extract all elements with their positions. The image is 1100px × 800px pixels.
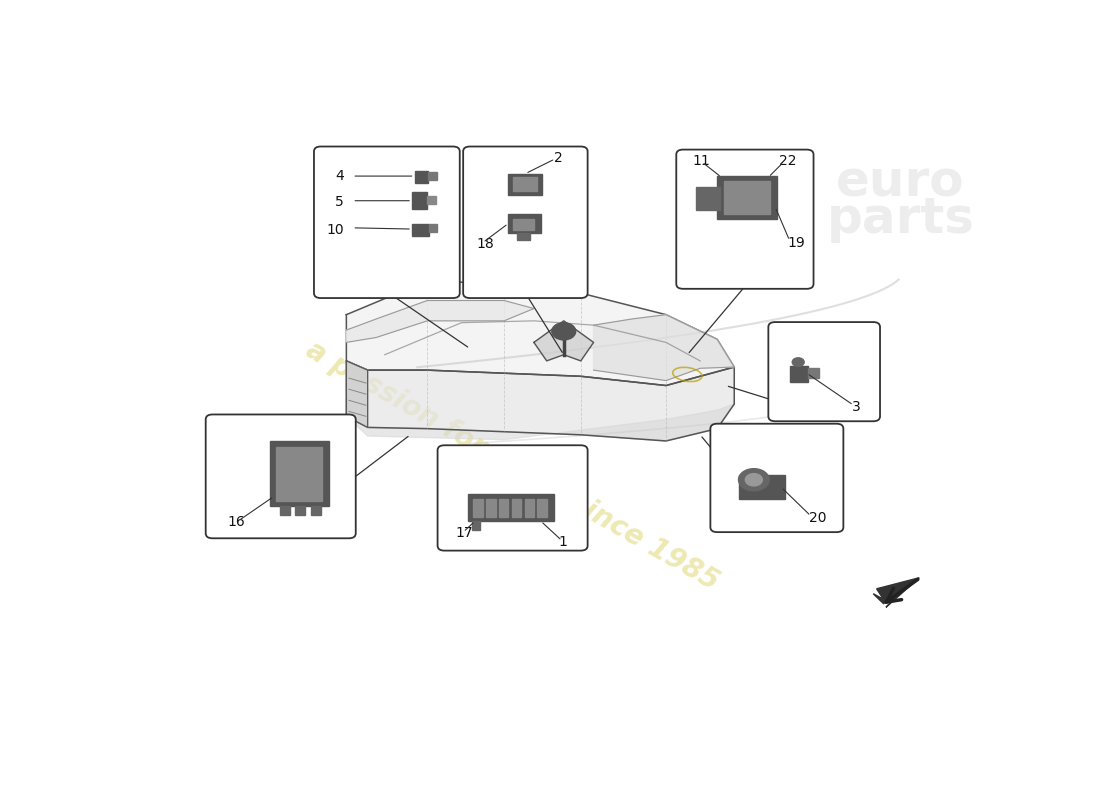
Bar	[512, 499, 521, 518]
Bar	[508, 174, 542, 194]
Text: euro: euro	[836, 158, 965, 206]
Bar	[513, 218, 534, 230]
Bar	[808, 368, 818, 378]
Bar	[428, 172, 437, 180]
Circle shape	[746, 474, 762, 486]
Text: 10: 10	[327, 223, 344, 238]
Bar	[724, 181, 770, 214]
Text: 22: 22	[779, 154, 796, 168]
Text: 4: 4	[336, 169, 344, 183]
FancyBboxPatch shape	[711, 424, 844, 532]
Bar	[295, 506, 306, 515]
Bar	[472, 521, 481, 530]
Polygon shape	[346, 404, 735, 441]
Bar	[525, 499, 533, 518]
Bar	[427, 196, 436, 205]
Bar	[717, 176, 777, 219]
Bar	[517, 233, 530, 240]
Bar	[486, 499, 495, 518]
Bar	[537, 499, 547, 518]
FancyBboxPatch shape	[768, 322, 880, 422]
Circle shape	[738, 469, 769, 491]
Bar	[508, 214, 541, 233]
Polygon shape	[346, 301, 534, 342]
FancyBboxPatch shape	[463, 146, 587, 298]
Circle shape	[792, 358, 804, 366]
Bar	[412, 223, 429, 236]
Polygon shape	[346, 361, 735, 441]
Text: 17: 17	[455, 526, 473, 540]
FancyBboxPatch shape	[438, 446, 587, 550]
Bar	[429, 223, 437, 231]
Bar	[270, 441, 329, 506]
Text: 5: 5	[336, 195, 344, 209]
Text: a passion for parts since 1985: a passion for parts since 1985	[301, 335, 724, 596]
Bar	[412, 192, 427, 210]
Bar	[499, 499, 508, 518]
Polygon shape	[594, 314, 735, 381]
Bar	[276, 446, 322, 501]
Bar	[738, 475, 785, 499]
FancyBboxPatch shape	[676, 150, 814, 289]
Text: 2: 2	[553, 150, 562, 165]
Text: 1: 1	[559, 535, 568, 549]
Bar	[790, 366, 808, 382]
Polygon shape	[346, 361, 367, 427]
Polygon shape	[873, 578, 920, 607]
Polygon shape	[534, 321, 594, 361]
Text: 11: 11	[693, 154, 711, 168]
Bar	[696, 186, 719, 210]
Polygon shape	[346, 281, 735, 386]
FancyBboxPatch shape	[314, 146, 460, 298]
Bar	[310, 506, 321, 515]
Bar	[415, 171, 428, 183]
Bar	[469, 494, 553, 521]
Circle shape	[552, 322, 575, 340]
FancyBboxPatch shape	[206, 414, 355, 538]
Text: 3: 3	[851, 400, 860, 414]
Bar	[514, 178, 537, 191]
Text: 16: 16	[227, 515, 245, 530]
Text: 18: 18	[476, 237, 495, 251]
Bar	[279, 506, 290, 515]
Bar	[473, 499, 483, 518]
Text: 20: 20	[810, 511, 827, 525]
Text: parts: parts	[826, 195, 975, 243]
Text: 19: 19	[788, 236, 805, 250]
